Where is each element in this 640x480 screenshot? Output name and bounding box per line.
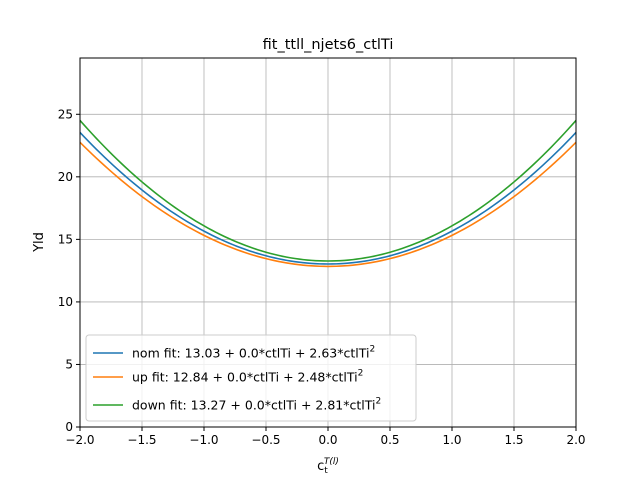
- y-tick-label: 15: [58, 232, 73, 246]
- x-tick-label: 0.0: [318, 433, 337, 447]
- y-axis-title: Yld: [32, 232, 47, 253]
- series-lines: [79, 119, 577, 268]
- y-tick-label: 0: [65, 420, 73, 434]
- legend-label-down-fit: down fit: 13.27 + 0.0*ctlTi + 2.81*ctlTi…: [132, 397, 381, 413]
- series-line-nom-fit: [79, 131, 577, 265]
- legend-label-nom-fit: nom fit: 13.03 + 0.0*ctlTi + 2.63*ctlTi2: [132, 345, 375, 361]
- legend-entries: nom fit: 13.03 + 0.0*ctlTi + 2.63*ctlTi2…: [93, 345, 381, 413]
- legend-box: [85, 334, 417, 422]
- legend-label-up-fit: up fit: 12.84 + 0.0*ctlTi + 2.48*ctlTi2: [132, 369, 363, 385]
- x-tick-label: −2.0: [65, 433, 94, 447]
- x-axis-title-subscript: t: [324, 466, 328, 476]
- y-tick-label: 25: [58, 107, 73, 121]
- x-tick-label: 0.5: [380, 433, 399, 447]
- axis-ticks: −2.0 −1.5 −1.0 −0.5 0.0 0.5 1.0 1.5 2.0 0 5 10 15 20 2…: [58, 107, 586, 447]
- x-tick-label: −1.5: [127, 433, 156, 447]
- x-tick-label: 1.5: [504, 433, 523, 447]
- chart-title: fit_ttll_njets6_ctlTi: [263, 37, 394, 53]
- legend: nom fit: 13.03 + 0.0*ctlTi + 2.63*ctlTi2…: [85, 334, 417, 422]
- series-line-down-fit: [79, 119, 577, 262]
- y-tick-label: 10: [58, 295, 73, 309]
- legend-exponent: 2: [375, 397, 381, 407]
- y-tick-label: 5: [65, 357, 73, 371]
- x-axis-title: ctT(l): [317, 457, 339, 476]
- legend-exponent: 2: [358, 369, 364, 379]
- series-line-up-fit: [79, 141, 577, 268]
- x-tick-label: −1.0: [189, 433, 218, 447]
- x-tick-label: −0.5: [251, 433, 280, 447]
- legend-exponent: 2: [369, 345, 375, 355]
- x-axis-title-superscript: T(l): [324, 457, 339, 467]
- x-tick-label: 1.0: [442, 433, 461, 447]
- x-tick-label: 2.0: [566, 433, 585, 447]
- x-axis-title-base: c: [317, 459, 324, 474]
- y-tick-label: 20: [58, 170, 73, 184]
